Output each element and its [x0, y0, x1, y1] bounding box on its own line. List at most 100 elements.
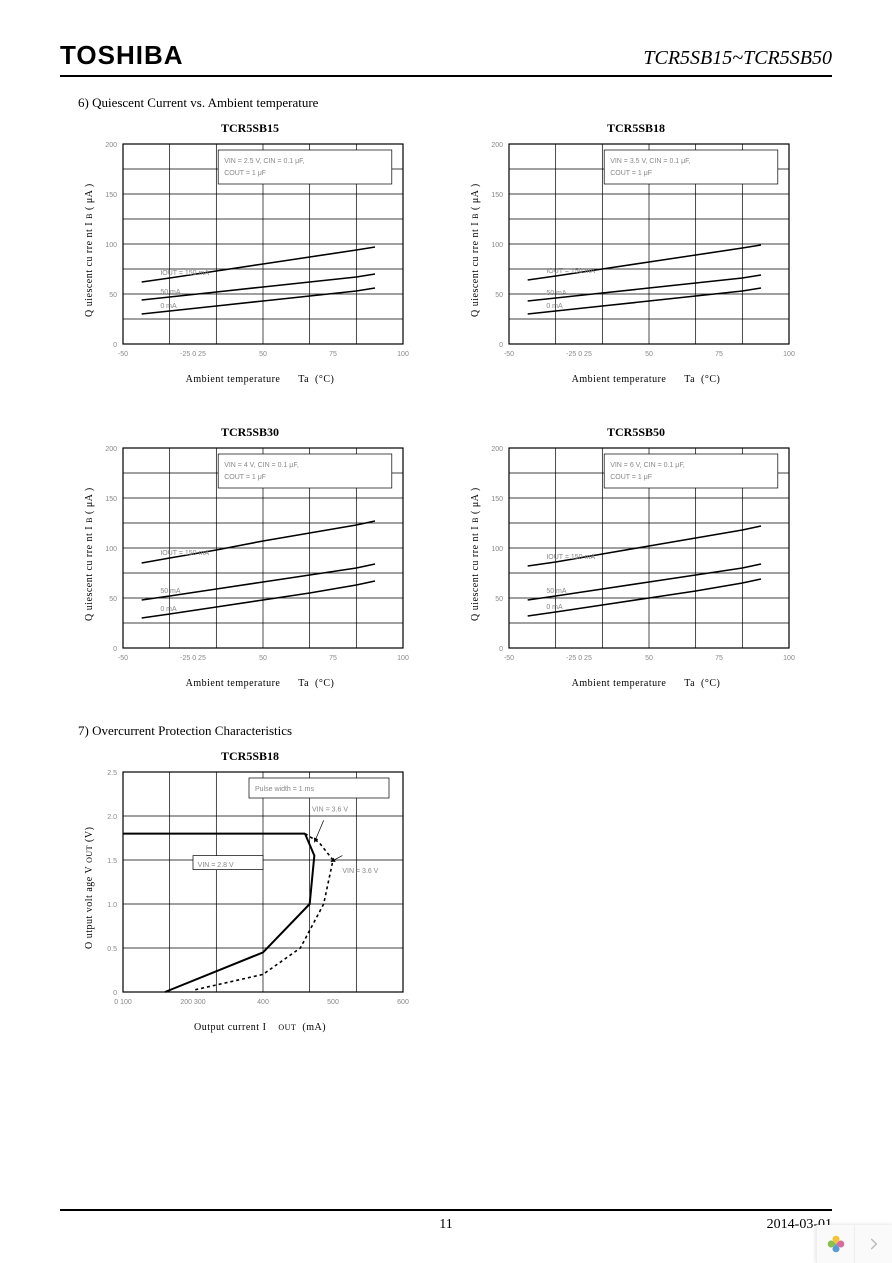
- svg-text:0: 0: [499, 342, 503, 349]
- svg-text:100: 100: [105, 242, 117, 249]
- svg-text:IOUT = 150 mA: IOUT = 150 mA: [160, 550, 209, 557]
- svg-text:1.0: 1.0: [107, 902, 117, 909]
- svg-text:50: 50: [645, 351, 653, 358]
- chart-title: TCR5SB50: [466, 425, 806, 440]
- quiescent-charts-grid: TCR5SB15 Q uiescent cu rre nt I B ( μA )…: [60, 121, 832, 689]
- chart-tcr5sb50: TCR5SB50 Q uiescent cu rre nt I B ( μA )…: [466, 425, 806, 689]
- svg-text:COUT = 1 μF: COUT = 1 μF: [610, 170, 652, 177]
- svg-text:50: 50: [495, 596, 503, 603]
- svg-text:200: 200: [105, 142, 117, 149]
- svg-text:VIN = 4 V, CIN = 0.1 μF,: VIN = 4 V, CIN = 0.1 μF,: [224, 462, 299, 469]
- svg-text:VIN = 2.8 V: VIN = 2.8 V: [198, 862, 234, 869]
- svg-text:200: 200: [491, 142, 503, 149]
- page-footer: 11 2014-03-01: [60, 1209, 832, 1233]
- svg-text:150: 150: [491, 192, 503, 199]
- svg-text:IOUT = 150 mA: IOUT = 150 mA: [160, 270, 209, 277]
- svg-text:Pulse width = 1 ms: Pulse width = 1 ms: [255, 786, 314, 793]
- svg-text:50: 50: [259, 351, 267, 358]
- chart-title: TCR5SB18: [80, 749, 420, 764]
- next-page-icon[interactable]: [854, 1225, 892, 1263]
- svg-text:50 mA: 50 mA: [546, 588, 567, 595]
- chart-plot: VIN = 3.5 V, CIN = 0.1 μF, COUT = 1 μF IO…: [485, 140, 795, 360]
- svg-text:50 mA: 50 mA: [160, 289, 181, 296]
- chart-plot: Pulse width = 1 ms VIN = 3.6 V VIN = 2.8 …: [99, 768, 409, 1008]
- chart-plot: VIN = 4 V, CIN = 0.1 μF, COUT = 1 μF IOUT…: [99, 444, 409, 664]
- svg-text:IOUT = 150 mA: IOUT = 150 mA: [546, 554, 595, 561]
- svg-text:VIN = 2.5 V, CIN = 0.1 μF,: VIN = 2.5 V, CIN = 0.1 μF,: [224, 158, 304, 165]
- svg-text:100: 100: [491, 546, 503, 553]
- svg-text:2.5: 2.5: [107, 770, 117, 777]
- page-header: TOSHIBA TCR5SB15~TCR5SB50: [60, 40, 832, 77]
- svg-text:50: 50: [109, 292, 117, 299]
- svg-text:-25 0 25: -25 0 25: [180, 655, 206, 662]
- y-axis-label: Q uiescent cu rre nt I B ( μA ): [466, 444, 485, 664]
- svg-text:2.0: 2.0: [107, 814, 117, 821]
- chart-overcurrent: TCR5SB18 O utput volt age V OUT (V) Puls…: [80, 749, 420, 1033]
- svg-text:-50: -50: [118, 655, 128, 662]
- brand-logo: TOSHIBA: [60, 40, 184, 71]
- svg-text:0 mA: 0 mA: [160, 606, 177, 613]
- svg-text:0.5: 0.5: [107, 946, 117, 953]
- svg-text:200: 200: [105, 446, 117, 453]
- svg-text:COUT = 1 μF: COUT = 1 μF: [224, 170, 266, 177]
- svg-text:COUT = 1 μF: COUT = 1 μF: [610, 474, 652, 481]
- section-6-title: 6) Quiescent Current vs. Ambient tempera…: [78, 95, 832, 111]
- part-number-range: TCR5SB15~TCR5SB50: [643, 47, 832, 70]
- svg-text:75: 75: [715, 351, 723, 358]
- svg-text:0: 0: [113, 990, 117, 997]
- svg-text:100: 100: [105, 546, 117, 553]
- svg-text:75: 75: [329, 655, 337, 662]
- y-axis-label: O utput volt age V OUT (V): [80, 768, 99, 1008]
- svg-text:VIN = 3.6 V: VIN = 3.6 V: [342, 868, 378, 875]
- svg-text:0: 0: [499, 646, 503, 653]
- svg-text:150: 150: [105, 192, 117, 199]
- svg-text:150: 150: [491, 496, 503, 503]
- svg-text:VIN = 3.5 V, CIN = 0.1 μF,: VIN = 3.5 V, CIN = 0.1 μF,: [610, 158, 690, 165]
- svg-text:VIN = 3.6 V: VIN = 3.6 V: [312, 807, 348, 814]
- svg-text:0 mA: 0 mA: [546, 604, 563, 611]
- svg-text:0: 0: [113, 342, 117, 349]
- svg-text:500: 500: [327, 999, 339, 1006]
- y-axis-label: Q uiescent cu rre nt I B ( μA ): [466, 140, 485, 360]
- svg-text:150: 150: [105, 496, 117, 503]
- svg-text:0 100: 0 100: [114, 999, 132, 1006]
- svg-text:75: 75: [329, 351, 337, 358]
- x-axis-label: Ambient temperature Ta (°C): [486, 678, 806, 689]
- svg-text:-25 0 25: -25 0 25: [180, 351, 206, 358]
- svg-text:600: 600: [397, 999, 409, 1006]
- svg-text:50: 50: [109, 596, 117, 603]
- y-axis-label: Q uiescent cu rre nt I B ( μA ): [80, 140, 99, 360]
- chart-tcr5sb18: TCR5SB18 Q uiescent cu rre nt I B ( μA )…: [466, 121, 806, 385]
- x-axis-label: Ambient temperature Ta (°C): [100, 374, 420, 385]
- chart-plot: VIN = 6 V, CIN = 0.1 μF, COUT = 1 μF IOUT…: [485, 444, 795, 664]
- svg-text:0 mA: 0 mA: [546, 303, 563, 310]
- svg-text:0: 0: [113, 646, 117, 653]
- x-axis-label: Ambient temperature Ta (°C): [486, 374, 806, 385]
- chart-title: TCR5SB15: [80, 121, 420, 136]
- svg-text:-50: -50: [118, 351, 128, 358]
- svg-text:100: 100: [397, 655, 409, 662]
- svg-text:100: 100: [783, 655, 795, 662]
- svg-text:50: 50: [259, 655, 267, 662]
- svg-text:50: 50: [645, 655, 653, 662]
- svg-text:1.5: 1.5: [107, 858, 117, 865]
- svg-text:100: 100: [491, 242, 503, 249]
- svg-text:200: 200: [491, 446, 503, 453]
- svg-text:-50: -50: [504, 655, 514, 662]
- svg-text:-25 0 25: -25 0 25: [566, 655, 592, 662]
- chart-tcr5sb15: TCR5SB15 Q uiescent cu rre nt I B ( μA )…: [80, 121, 420, 385]
- viewer-corner-widget: [816, 1225, 892, 1263]
- svg-text:200 300: 200 300: [180, 999, 205, 1006]
- svg-text:100: 100: [783, 351, 795, 358]
- y-axis-label: Q uiescent cu rre nt I B ( μA ): [80, 444, 99, 664]
- svg-text:50: 50: [495, 292, 503, 299]
- chart-tcr5sb30: TCR5SB30 Q uiescent cu rre nt I B ( μA )…: [80, 425, 420, 689]
- svg-text:0 mA: 0 mA: [160, 303, 177, 310]
- svg-text:COUT = 1 μF: COUT = 1 μF: [224, 474, 266, 481]
- logo-icon[interactable]: [816, 1225, 854, 1263]
- chart-title: TCR5SB30: [80, 425, 420, 440]
- svg-text:VIN = 6 V, CIN = 0.1 μF,: VIN = 6 V, CIN = 0.1 μF,: [610, 462, 685, 469]
- svg-text:-25 0 25: -25 0 25: [566, 351, 592, 358]
- svg-text:IOUT = 150 mA: IOUT = 150 mA: [546, 268, 595, 275]
- svg-text:75: 75: [715, 655, 723, 662]
